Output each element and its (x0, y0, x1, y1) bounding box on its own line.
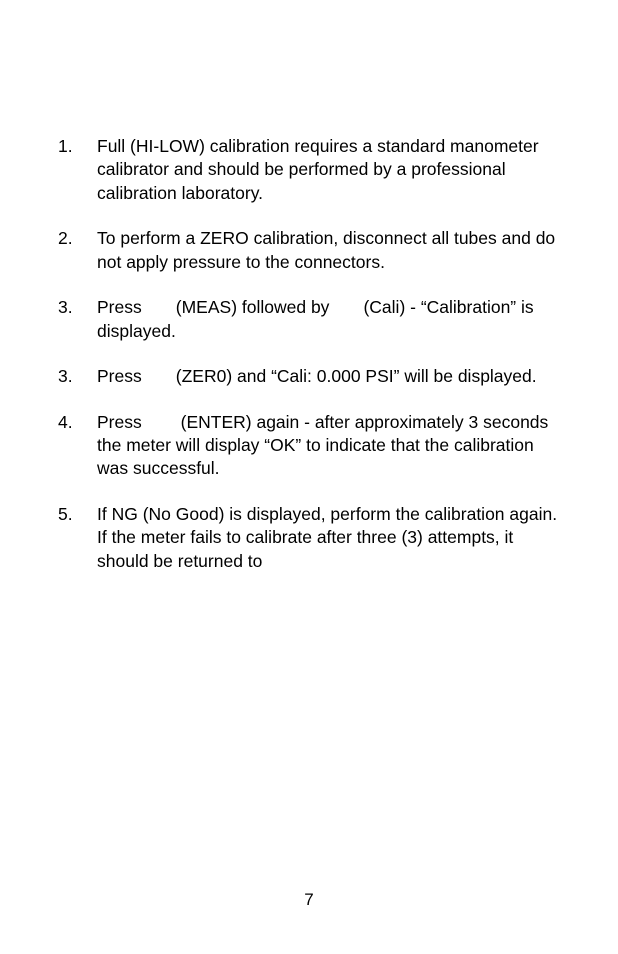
list-item: 3. Press (MEAS) followed by (Cali) - “Ca… (55, 296, 563, 343)
page-number: 7 (0, 890, 618, 910)
list-item-number: 2. (55, 227, 97, 250)
list-item: 5. If NG (No Good) is displayed, perform… (55, 503, 563, 573)
list-item: 2. To perform a ZERO calibration, discon… (55, 227, 563, 274)
list-item-number: 3. (55, 365, 97, 388)
list-item-text: Press (ZER0) and “Cali: 0.000 PSI” will … (97, 365, 563, 388)
list-item-text: To perform a ZERO calibration, disconnec… (97, 227, 563, 274)
list-item-number: 4. (55, 411, 97, 434)
list-item-number: 3. (55, 296, 97, 319)
list-item-text: Press (ENTER) again - after approximatel… (97, 411, 563, 481)
list-item: 4. Press (ENTER) again - after approxima… (55, 411, 563, 481)
list-item-number: 1. (55, 135, 97, 158)
list-item: 1. Full (HI-LOW) calibration requires a … (55, 135, 563, 205)
document-page: 1. Full (HI-LOW) calibration requires a … (0, 0, 618, 954)
list-item: 3. Press (ZER0) and “Cali: 0.000 PSI” wi… (55, 365, 563, 388)
list-item-number: 5. (55, 503, 97, 526)
list-item-text: If NG (No Good) is displayed, perform th… (97, 503, 563, 573)
list-item-text: Press (MEAS) followed by (Cali) - “Calib… (97, 296, 563, 343)
list-item-text: Full (HI-LOW) calibration requires a sta… (97, 135, 563, 205)
numbered-list: 1. Full (HI-LOW) calibration requires a … (55, 135, 563, 573)
